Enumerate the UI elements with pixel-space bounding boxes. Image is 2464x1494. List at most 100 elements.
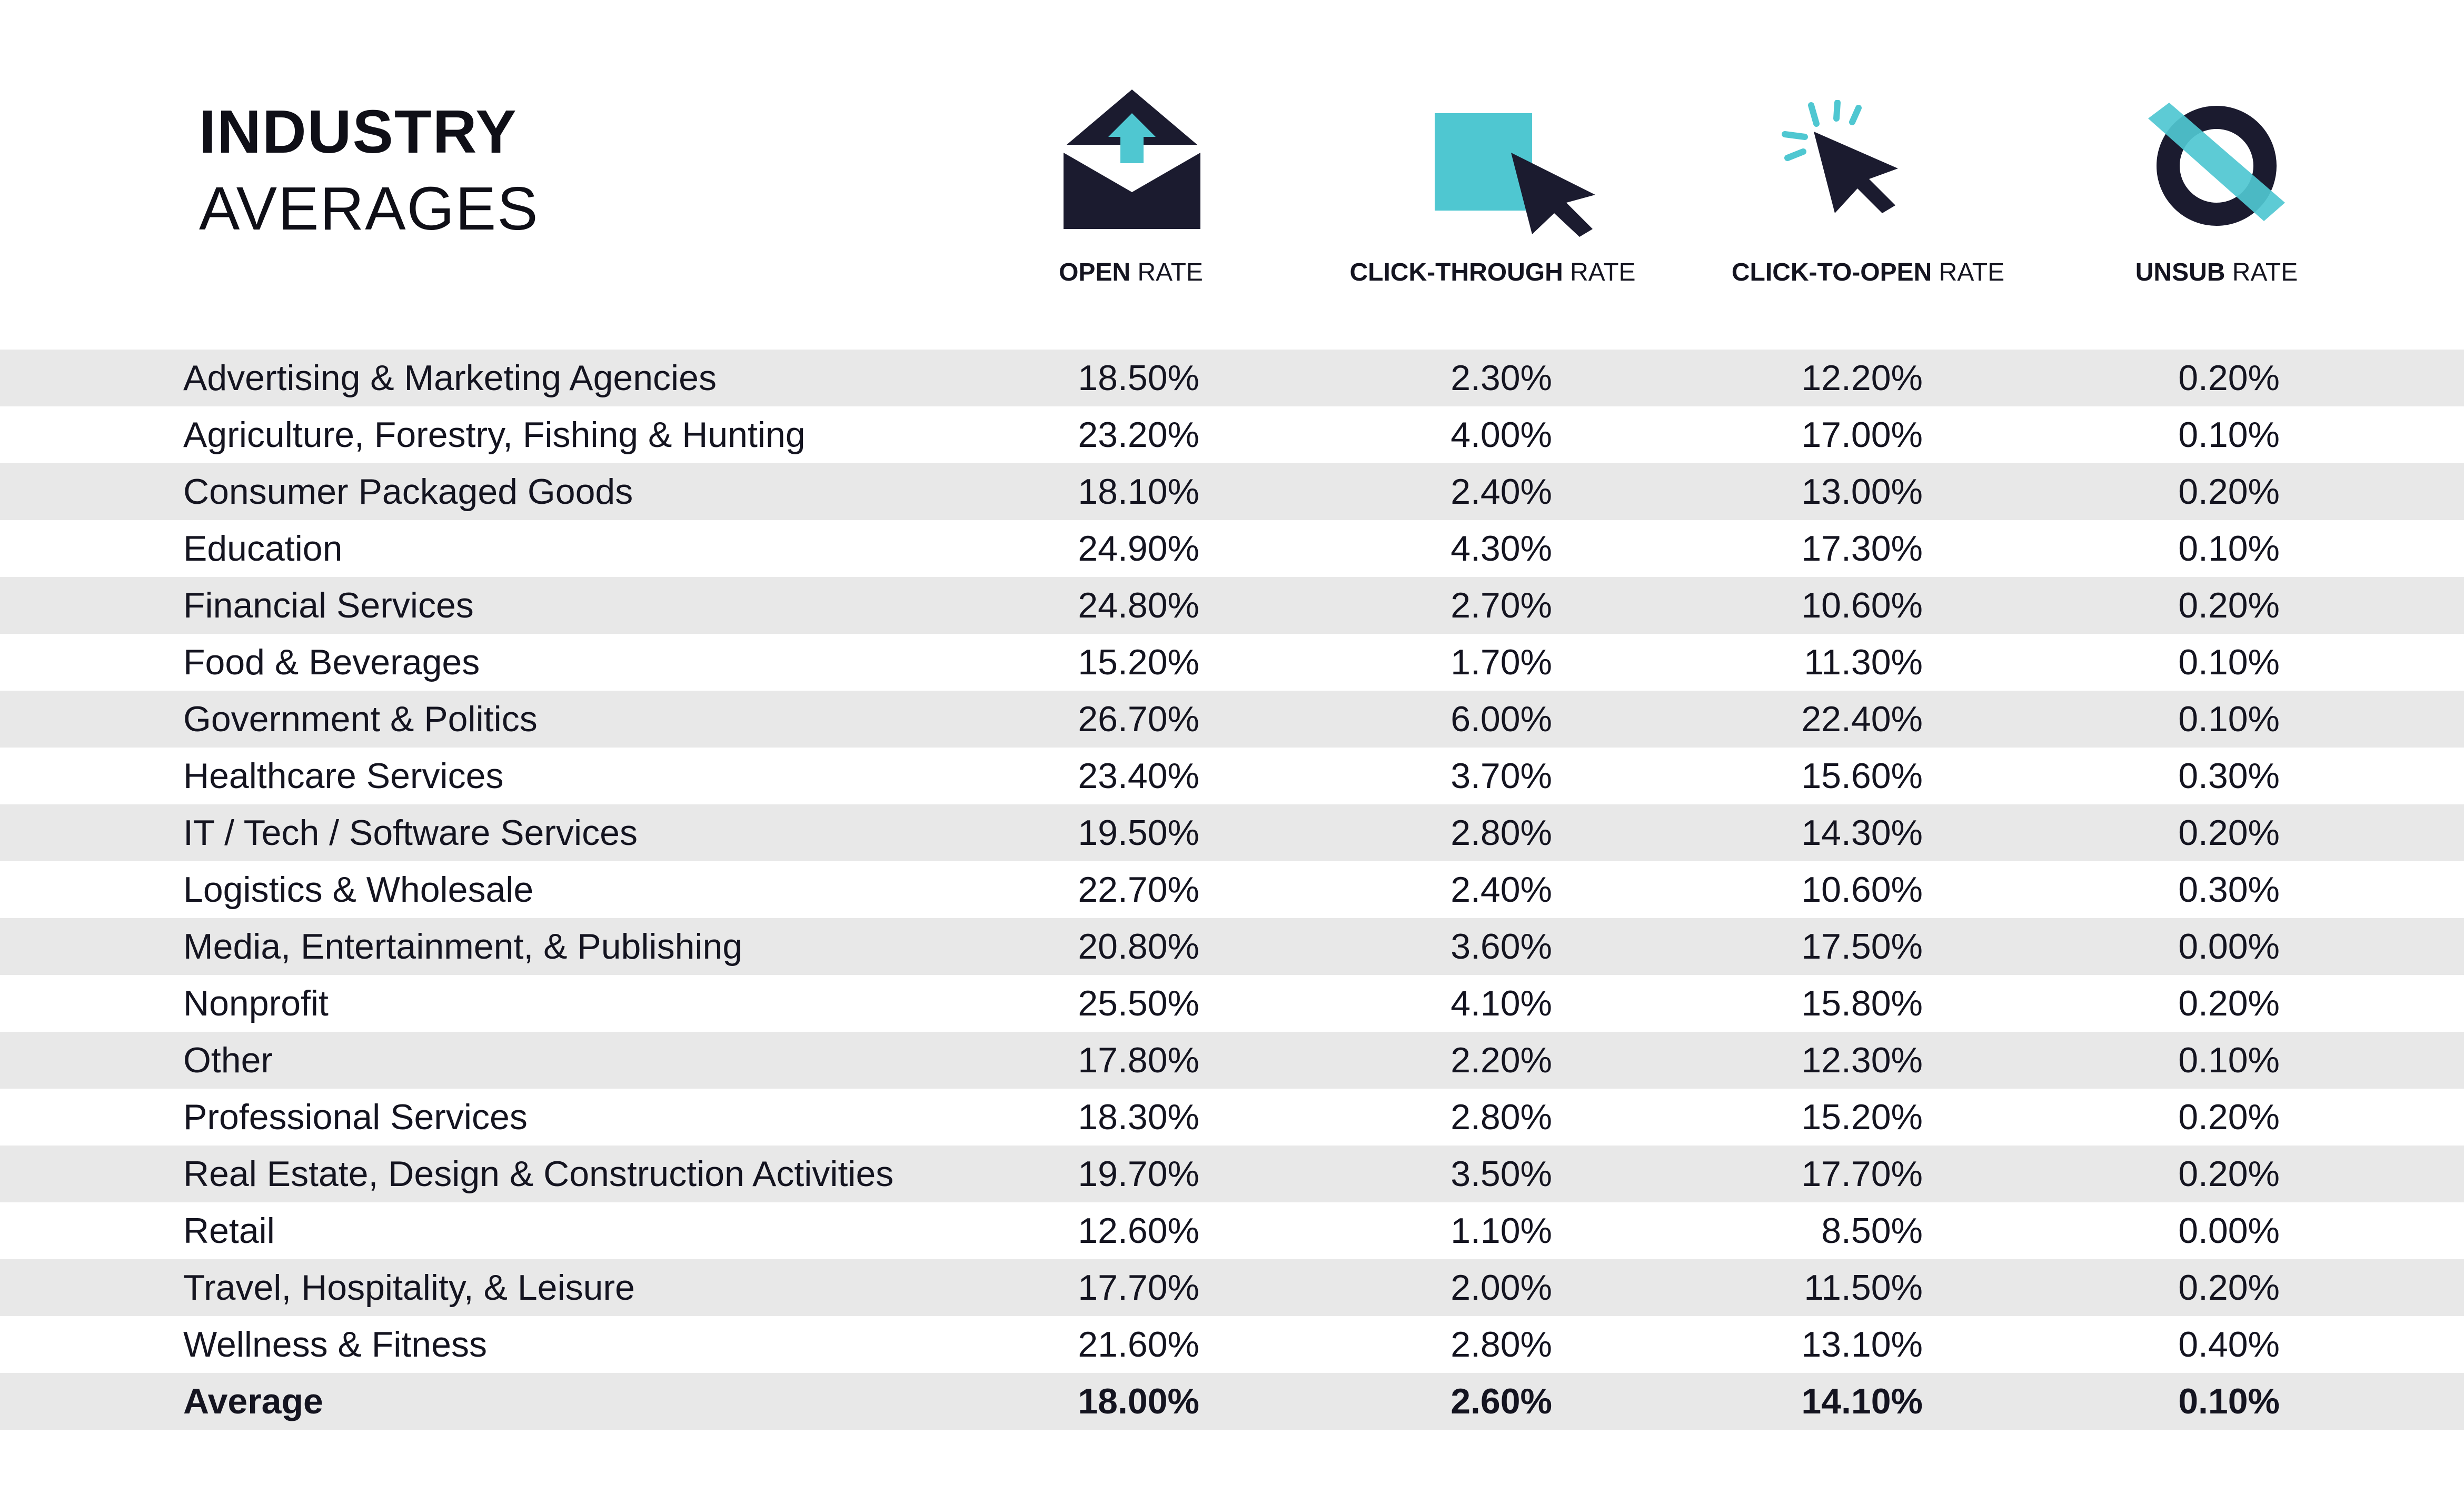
- click-through-rate-value: 3.70%: [1450, 756, 1552, 796]
- table-row: Consumer Packaged Goods 18.10% 2.40% 13.00%…: [0, 463, 2464, 520]
- click-through-rate-value: 2.80%: [1450, 813, 1552, 853]
- open-rate-value: 25.50%: [1078, 983, 1199, 1023]
- unsub-rate-value: 0.20%: [2178, 1097, 2280, 1137]
- click-through-rate-value: 6.00%: [1450, 699, 1552, 739]
- unsub-rate-value: 0.20%: [2178, 1268, 2280, 1308]
- open-rate-value: 12.60%: [1078, 1211, 1199, 1251]
- envelope-icon: [1064, 89, 1200, 229]
- industry-label: Healthcare Services: [183, 756, 504, 796]
- open-rate-value: 15.20%: [1078, 642, 1199, 682]
- unsub-rate-value: 0.30%: [2178, 756, 2280, 796]
- click-to-open-rate-value: 11.50%: [1804, 1268, 1923, 1308]
- click-to-open-rate-value: 17.50%: [1801, 927, 1923, 967]
- industry-label: Travel, Hospitality, & Leisure: [183, 1268, 635, 1308]
- click-to-open-rate-value: 8.50%: [1821, 1211, 1923, 1251]
- page-title: INDUSTRY AVERAGES: [199, 101, 539, 239]
- click-to-open-rate-value: 12.20%: [1801, 358, 1923, 398]
- click-through-rate-value: 2.20%: [1450, 1040, 1552, 1080]
- table-row: Media, Entertainment, & Publishing 20.80%…: [0, 918, 2464, 975]
- unsub-rate-value: 0.20%: [2178, 358, 2280, 398]
- open-rate-value: 18.10%: [1078, 472, 1199, 512]
- click-through-rate-value: 4.10%: [1450, 983, 1552, 1023]
- column-header-click-through-rate: CLICK-THROUGH RATE: [1349, 258, 1636, 286]
- open-rate-value: 22.70%: [1078, 870, 1199, 910]
- industry-label: Financial Services: [183, 585, 474, 625]
- industry-label: Media, Entertainment, & Publishing: [183, 927, 743, 967]
- industry-label: Wellness & Fitness: [183, 1324, 487, 1364]
- click-through-rate-value: 3.50%: [1450, 1154, 1552, 1194]
- table-row: Other 17.80% 2.20% 12.30% 0.10%: [0, 1032, 2464, 1089]
- click-through-rate-value: 2.80%: [1450, 1324, 1552, 1364]
- click-square-icon: [1435, 113, 1595, 237]
- unsub-rate-value: 0.00%: [2178, 927, 2280, 967]
- open-rate-value: 18.50%: [1078, 358, 1199, 398]
- table-row: Government & Politics 26.70% 6.00% 22.40% 0.…: [0, 691, 2464, 748]
- unsub-rate-value: 0.10%: [2178, 415, 2280, 455]
- table-row: Logistics & Wholesale 22.70% 2.40% 10.60% 0.…: [0, 861, 2464, 918]
- table-row: Agriculture, Forestry, Fishing & Hunting…: [0, 406, 2464, 463]
- open-rate-value: 24.80%: [1078, 585, 1199, 625]
- click-through-rate-value: 2.80%: [1450, 1097, 1552, 1137]
- click-to-open-rate-value: 15.20%: [1801, 1097, 1923, 1137]
- industry-label: Advertising & Marketing Agencies: [183, 358, 717, 398]
- click-through-rate-value: 1.70%: [1450, 642, 1552, 682]
- click-through-rate-value: 4.30%: [1450, 529, 1552, 569]
- click-to-open-rate-value: 17.00%: [1801, 415, 1923, 455]
- open-rate-value: 17.70%: [1078, 1268, 1199, 1308]
- industry-label: Professional Services: [183, 1097, 528, 1137]
- table-row: Travel, Hospitality, & Leisure 17.70% 2.00…: [0, 1259, 2464, 1316]
- industry-label: Food & Beverages: [183, 642, 480, 682]
- click-to-open-rate-value: 15.60%: [1801, 756, 1923, 796]
- unsub-rate-value: 0.00%: [2178, 1211, 2280, 1251]
- industry-label: Consumer Packaged Goods: [183, 472, 633, 512]
- open-rate-value: 18.30%: [1078, 1097, 1199, 1137]
- click-to-open-rate-value: 13.00%: [1801, 472, 1923, 512]
- table-row: Retail 12.60% 1.10% 8.50% 0.00%: [0, 1202, 2464, 1259]
- open-rate-value: 17.80%: [1078, 1040, 1199, 1080]
- open-rate-value: 23.40%: [1078, 756, 1199, 796]
- open-rate-value: 19.70%: [1078, 1154, 1199, 1194]
- unsub-rate-value: 0.20%: [2178, 472, 2280, 512]
- industry-label: IT / Tech / Software Services: [183, 813, 638, 853]
- unsub-rate-value: 0.20%: [2178, 983, 2280, 1023]
- unsubscribe-icon: [2148, 103, 2285, 226]
- open-rate-value: 18.00%: [1078, 1381, 1199, 1421]
- click-through-rate-value: 2.40%: [1450, 870, 1552, 910]
- click-through-rate-value: 2.60%: [1450, 1381, 1552, 1421]
- average-row: Average 18.00% 2.60% 14.10% 0.10%: [0, 1373, 2464, 1430]
- industry-label: Government & Politics: [183, 699, 538, 739]
- table-row: Nonprofit 25.50% 4.10% 15.80% 0.20%: [0, 975, 2464, 1032]
- open-rate-value: 21.60%: [1078, 1324, 1199, 1364]
- click-to-open-rate-value: 15.80%: [1801, 983, 1923, 1023]
- open-rate-value: 26.70%: [1078, 699, 1199, 739]
- click-to-open-rate-value: 12.30%: [1801, 1040, 1923, 1080]
- click-through-rate-value: 1.10%: [1450, 1211, 1552, 1251]
- open-rate-value: 23.20%: [1078, 415, 1199, 455]
- click-through-rate-value: 2.30%: [1450, 358, 1552, 398]
- industry-table: Advertising & Marketing Agencies 18.50% 2.…: [0, 350, 2464, 1430]
- table-row: Education 24.90% 4.30% 17.30% 0.10%: [0, 520, 2464, 577]
- industry-label: Nonprofit: [183, 983, 329, 1023]
- title-line-2: AVERAGES: [199, 174, 539, 243]
- table-row: Financial Services 24.80% 2.70% 10.60% 0.20%: [0, 577, 2464, 634]
- table-row: Real Estate, Design & Construction Activ…: [0, 1146, 2464, 1202]
- click-to-open-rate-value: 22.40%: [1801, 699, 1923, 739]
- unsub-rate-value: 0.20%: [2178, 813, 2280, 853]
- cursor-click-icon: [1782, 100, 1898, 213]
- industry-label: Retail: [183, 1211, 275, 1251]
- table-row: Professional Services 18.30% 2.80% 15.20% 0.…: [0, 1089, 2464, 1146]
- open-rate-value: 24.90%: [1078, 529, 1199, 569]
- industry-label: Logistics & Wholesale: [183, 870, 534, 910]
- industry-label: Average: [183, 1381, 323, 1421]
- unsub-rate-value: 0.30%: [2178, 870, 2280, 910]
- open-rate-value: 19.50%: [1078, 813, 1199, 853]
- column-header-unsub-rate: UNSUB RATE: [2135, 258, 2298, 286]
- industry-label: Other: [183, 1040, 273, 1080]
- click-to-open-rate-value: 11.30%: [1804, 642, 1923, 682]
- click-through-rate-value: 2.40%: [1450, 472, 1552, 512]
- click-through-rate-value: 2.00%: [1450, 1268, 1552, 1308]
- column-header-open-rate: OPEN RATE: [1059, 258, 1203, 286]
- unsub-rate-value: 0.20%: [2178, 585, 2280, 625]
- unsub-rate-value: 0.10%: [2178, 529, 2280, 569]
- table-row: Healthcare Services 23.40% 3.70% 15.60% 0.30…: [0, 748, 2464, 804]
